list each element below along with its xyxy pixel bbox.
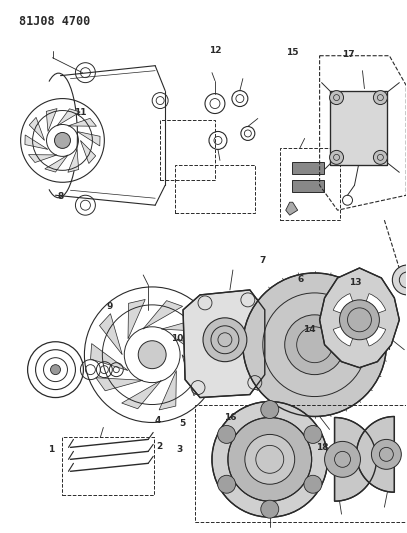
Circle shape [50, 365, 61, 375]
Text: 7: 7 [259, 256, 265, 264]
Polygon shape [319, 268, 399, 368]
Circle shape [243, 273, 386, 416]
Circle shape [304, 425, 322, 443]
Text: 9: 9 [106, 302, 113, 311]
Circle shape [304, 475, 322, 493]
Circle shape [373, 91, 387, 104]
Polygon shape [46, 109, 57, 132]
Polygon shape [122, 380, 162, 409]
Text: 1: 1 [48, 445, 55, 454]
Circle shape [325, 441, 361, 477]
Text: 6: 6 [298, 275, 304, 284]
Circle shape [228, 417, 312, 501]
Bar [330, 91, 387, 165]
Circle shape [330, 150, 344, 164]
Text: 2: 2 [156, 441, 162, 450]
Circle shape [339, 300, 379, 340]
Circle shape [330, 91, 344, 104]
Bar [330, 91, 387, 165]
Wedge shape [333, 320, 359, 346]
Polygon shape [28, 155, 57, 163]
Text: 3: 3 [176, 445, 182, 454]
Polygon shape [91, 344, 128, 370]
Bar [292, 163, 324, 174]
Polygon shape [357, 416, 394, 492]
Polygon shape [183, 290, 265, 398]
Circle shape [261, 500, 279, 518]
Circle shape [245, 434, 295, 484]
Circle shape [373, 150, 387, 164]
Polygon shape [81, 140, 96, 164]
Bar [280, 148, 339, 220]
Circle shape [138, 341, 166, 369]
Polygon shape [176, 339, 214, 366]
Wedge shape [359, 320, 386, 346]
Text: 16: 16 [224, 414, 236, 422]
Circle shape [285, 315, 344, 375]
Text: 4: 4 [155, 416, 161, 425]
Circle shape [218, 475, 236, 493]
Bar [63, 438, 154, 495]
Circle shape [372, 439, 401, 469]
Polygon shape [29, 117, 44, 140]
Circle shape [203, 318, 247, 362]
Polygon shape [159, 370, 176, 410]
Polygon shape [96, 378, 143, 391]
Bar [195, 405, 407, 522]
Text: 12: 12 [209, 46, 221, 55]
Polygon shape [68, 118, 96, 126]
Circle shape [212, 401, 328, 517]
Text: 13: 13 [349, 278, 362, 287]
Polygon shape [128, 300, 145, 339]
Polygon shape [57, 109, 80, 126]
Text: 17: 17 [342, 50, 355, 59]
Polygon shape [143, 301, 183, 329]
Text: 18: 18 [316, 442, 328, 451]
Polygon shape [182, 354, 205, 395]
Polygon shape [68, 149, 79, 172]
Text: 11: 11 [74, 108, 86, 117]
Circle shape [218, 425, 236, 443]
Bar [160, 120, 215, 180]
Bar [175, 165, 255, 213]
Text: 5: 5 [179, 419, 186, 428]
Wedge shape [359, 294, 386, 320]
Text: 10: 10 [171, 334, 183, 343]
Text: 15: 15 [286, 49, 298, 58]
Polygon shape [286, 202, 298, 215]
Text: 14: 14 [304, 325, 316, 334]
Polygon shape [45, 155, 68, 172]
Polygon shape [99, 313, 122, 354]
Circle shape [392, 265, 407, 295]
Polygon shape [77, 132, 100, 146]
Polygon shape [25, 135, 48, 149]
Circle shape [55, 133, 70, 148]
Polygon shape [335, 417, 376, 501]
Text: 8: 8 [58, 192, 64, 201]
Bar [292, 180, 324, 192]
Polygon shape [162, 319, 208, 332]
Circle shape [261, 400, 279, 418]
Text: 81J08 4700: 81J08 4700 [19, 15, 90, 28]
Wedge shape [333, 294, 359, 320]
